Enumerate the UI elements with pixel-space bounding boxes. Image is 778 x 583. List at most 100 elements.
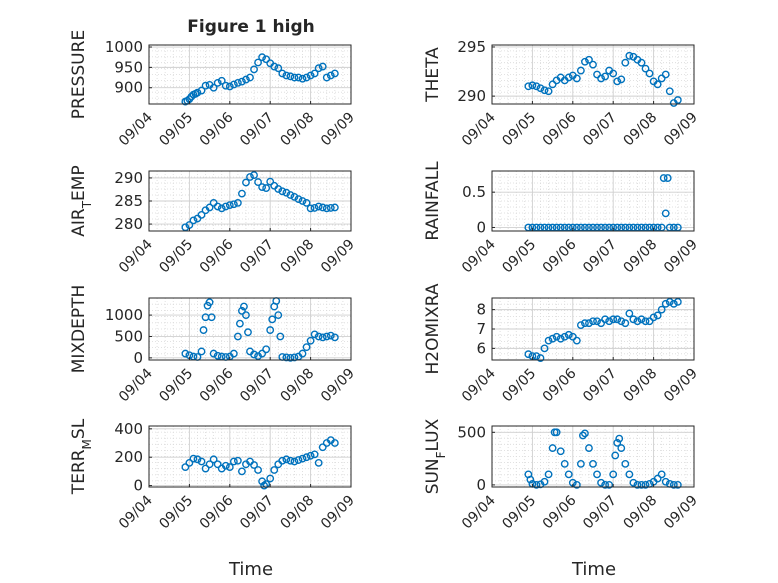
data-point — [556, 447, 565, 456]
data-point — [225, 463, 234, 472]
data-point — [556, 334, 565, 343]
data-point — [552, 428, 561, 437]
data-point — [286, 72, 295, 81]
y-tick-label: 200 — [114, 448, 143, 466]
x-tick-label: 09/07 — [580, 366, 620, 406]
data-point — [657, 470, 666, 479]
y-axis-label: AIRTEMP — [69, 165, 94, 236]
data-point — [611, 451, 620, 460]
data-point — [238, 189, 246, 198]
y-axis-label: RAINFALL — [423, 161, 443, 241]
x-tick-label: 09/08 — [278, 493, 318, 533]
data-point — [197, 86, 206, 95]
data-point — [258, 349, 267, 358]
data-point — [526, 475, 535, 484]
data-point — [560, 459, 569, 468]
data-point — [597, 478, 605, 487]
data-point — [266, 326, 275, 334]
x-tick-label: 09/04 — [459, 236, 499, 276]
x-tick-label: 09/08 — [621, 237, 661, 277]
data-point — [548, 80, 557, 89]
data-point — [605, 480, 614, 489]
data-point — [314, 332, 323, 341]
data-point — [298, 349, 307, 358]
data-point — [306, 71, 315, 80]
data-point — [266, 474, 275, 483]
data-point — [276, 332, 285, 341]
axes-box — [491, 170, 695, 232]
y-axis-label: H2OMIXRA — [423, 283, 443, 374]
data-point — [268, 315, 277, 324]
x-tick-label: 09/05 — [156, 110, 196, 150]
x-tick-label: 09/07 — [237, 110, 277, 150]
subplot-2: 290 295 09/04 09/05 09/06 09/07 09/08 09/09 THET… — [423, 38, 701, 149]
data-point — [274, 185, 283, 193]
data-point — [254, 178, 262, 186]
x-tick-label: 09/05 — [156, 237, 196, 277]
data-point — [572, 480, 581, 489]
axes-box — [148, 297, 352, 361]
data-point — [286, 353, 295, 362]
x-axis-label-left: Time — [228, 559, 273, 580]
x-tick-label: 09/04 — [459, 365, 499, 405]
data-point — [649, 313, 658, 322]
y-tick-label: 7 — [476, 320, 486, 338]
data-point — [205, 460, 214, 469]
y-tick-label: 8 — [476, 301, 486, 319]
data-point — [258, 53, 267, 62]
data-point — [613, 438, 622, 447]
data-point — [613, 315, 622, 324]
data-point — [322, 73, 331, 82]
data-point — [282, 455, 291, 464]
data-point — [330, 203, 339, 212]
y-axis-label: THETA — [423, 47, 443, 103]
data-point — [326, 204, 335, 212]
data-point — [193, 88, 202, 97]
x-tick-label: 09/08 — [278, 237, 318, 277]
data-point — [306, 451, 315, 460]
x-tick-label: 09/04 — [116, 365, 156, 405]
data-point — [540, 344, 549, 353]
data-point — [581, 57, 589, 66]
data-point — [229, 80, 238, 89]
data-point — [262, 55, 271, 64]
data-point — [282, 71, 291, 80]
x-tick-label: 09/06 — [540, 492, 580, 532]
data-point — [310, 204, 319, 212]
data-point — [209, 349, 218, 358]
subplot-5: 0 500 1000 09/04 09/05 09/06 09/07 09/08 09/09 MI… — [69, 285, 358, 406]
y-tick-label: 0.5 — [462, 183, 486, 201]
x-tick-label: 09/08 — [278, 110, 318, 150]
data-point — [552, 332, 561, 341]
data-point — [270, 62, 279, 71]
data-point — [621, 459, 630, 468]
data-point — [193, 455, 202, 464]
data-point — [673, 297, 682, 306]
data-point — [213, 78, 222, 87]
data-point — [564, 330, 573, 339]
data-point — [244, 328, 252, 337]
data-point — [589, 317, 597, 326]
data-point — [524, 82, 533, 91]
data-point — [572, 336, 581, 345]
axes-box — [491, 44, 695, 105]
y-tick-label: 500 — [114, 327, 143, 345]
data-point — [609, 315, 618, 324]
data-point — [318, 333, 327, 342]
data-point — [199, 326, 208, 334]
x-tick-label: 09/06 — [540, 236, 580, 276]
data-point — [661, 209, 670, 218]
data-point — [221, 202, 230, 211]
data-point — [246, 173, 254, 181]
data-point — [314, 458, 323, 467]
data-point — [229, 200, 238, 209]
data-point — [641, 480, 650, 489]
data-point — [197, 210, 206, 219]
x-tick-label: 09/06 — [197, 365, 237, 405]
data-point — [213, 460, 222, 469]
data-point — [637, 58, 646, 67]
x-tick-label: 09/06 — [540, 109, 580, 149]
y-tick-label: 950 — [114, 58, 143, 76]
